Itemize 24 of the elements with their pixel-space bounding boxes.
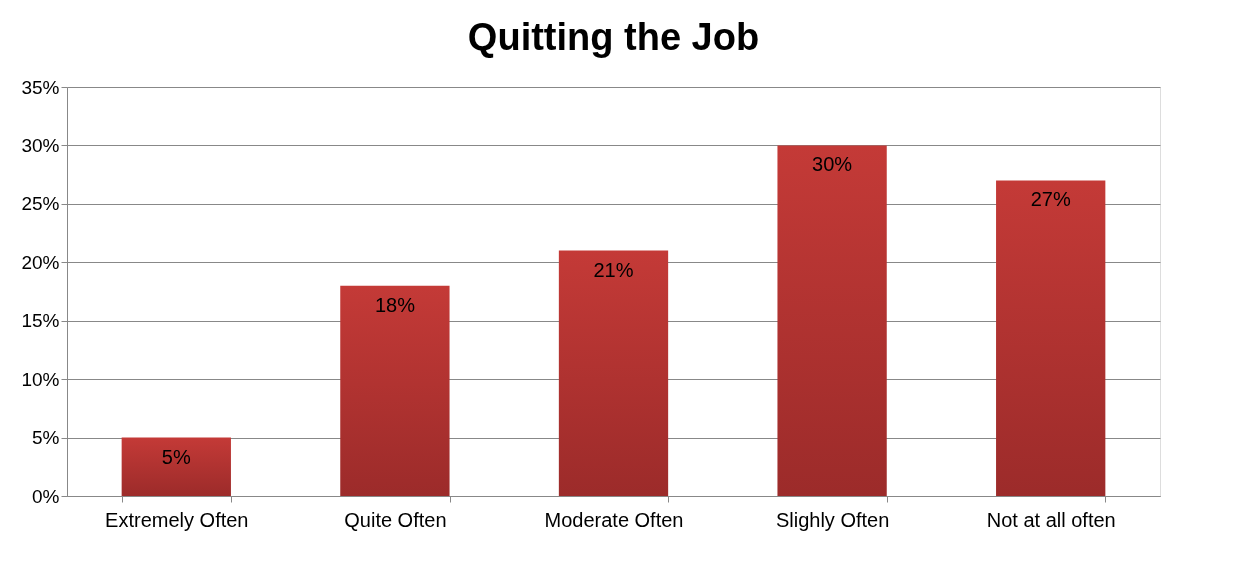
data-label: 30% [812,153,853,176]
bar [777,145,887,496]
y-tick-label: 25% [21,193,60,215]
x-tick-label: Slighly Often [775,508,890,531]
y-tick-label: 5% [32,427,60,449]
data-label: 27% [1030,188,1071,211]
bar [121,437,231,496]
x-tick-label: Extremely Often [105,508,249,531]
data-label: 5% [161,445,191,468]
chart-title: Quitting the Job [467,16,760,58]
bar [996,180,1106,496]
y-tick-label: 15% [21,310,60,332]
y-tick-label: 20% [21,251,60,273]
bar [558,250,669,496]
data-label: 18% [374,293,416,316]
x-tick-label: Not at all often [986,508,1116,531]
x-tick-label: Quite Often [344,508,447,531]
y-tick-label: 30% [21,134,60,156]
data-label: 21% [593,258,634,281]
bar [340,285,450,496]
y-tick-label: 10% [21,368,60,390]
x-tick-label: Moderate Often [544,508,684,531]
y-tick-label: 35% [21,76,60,98]
y-tick-label: 0% [32,485,60,507]
